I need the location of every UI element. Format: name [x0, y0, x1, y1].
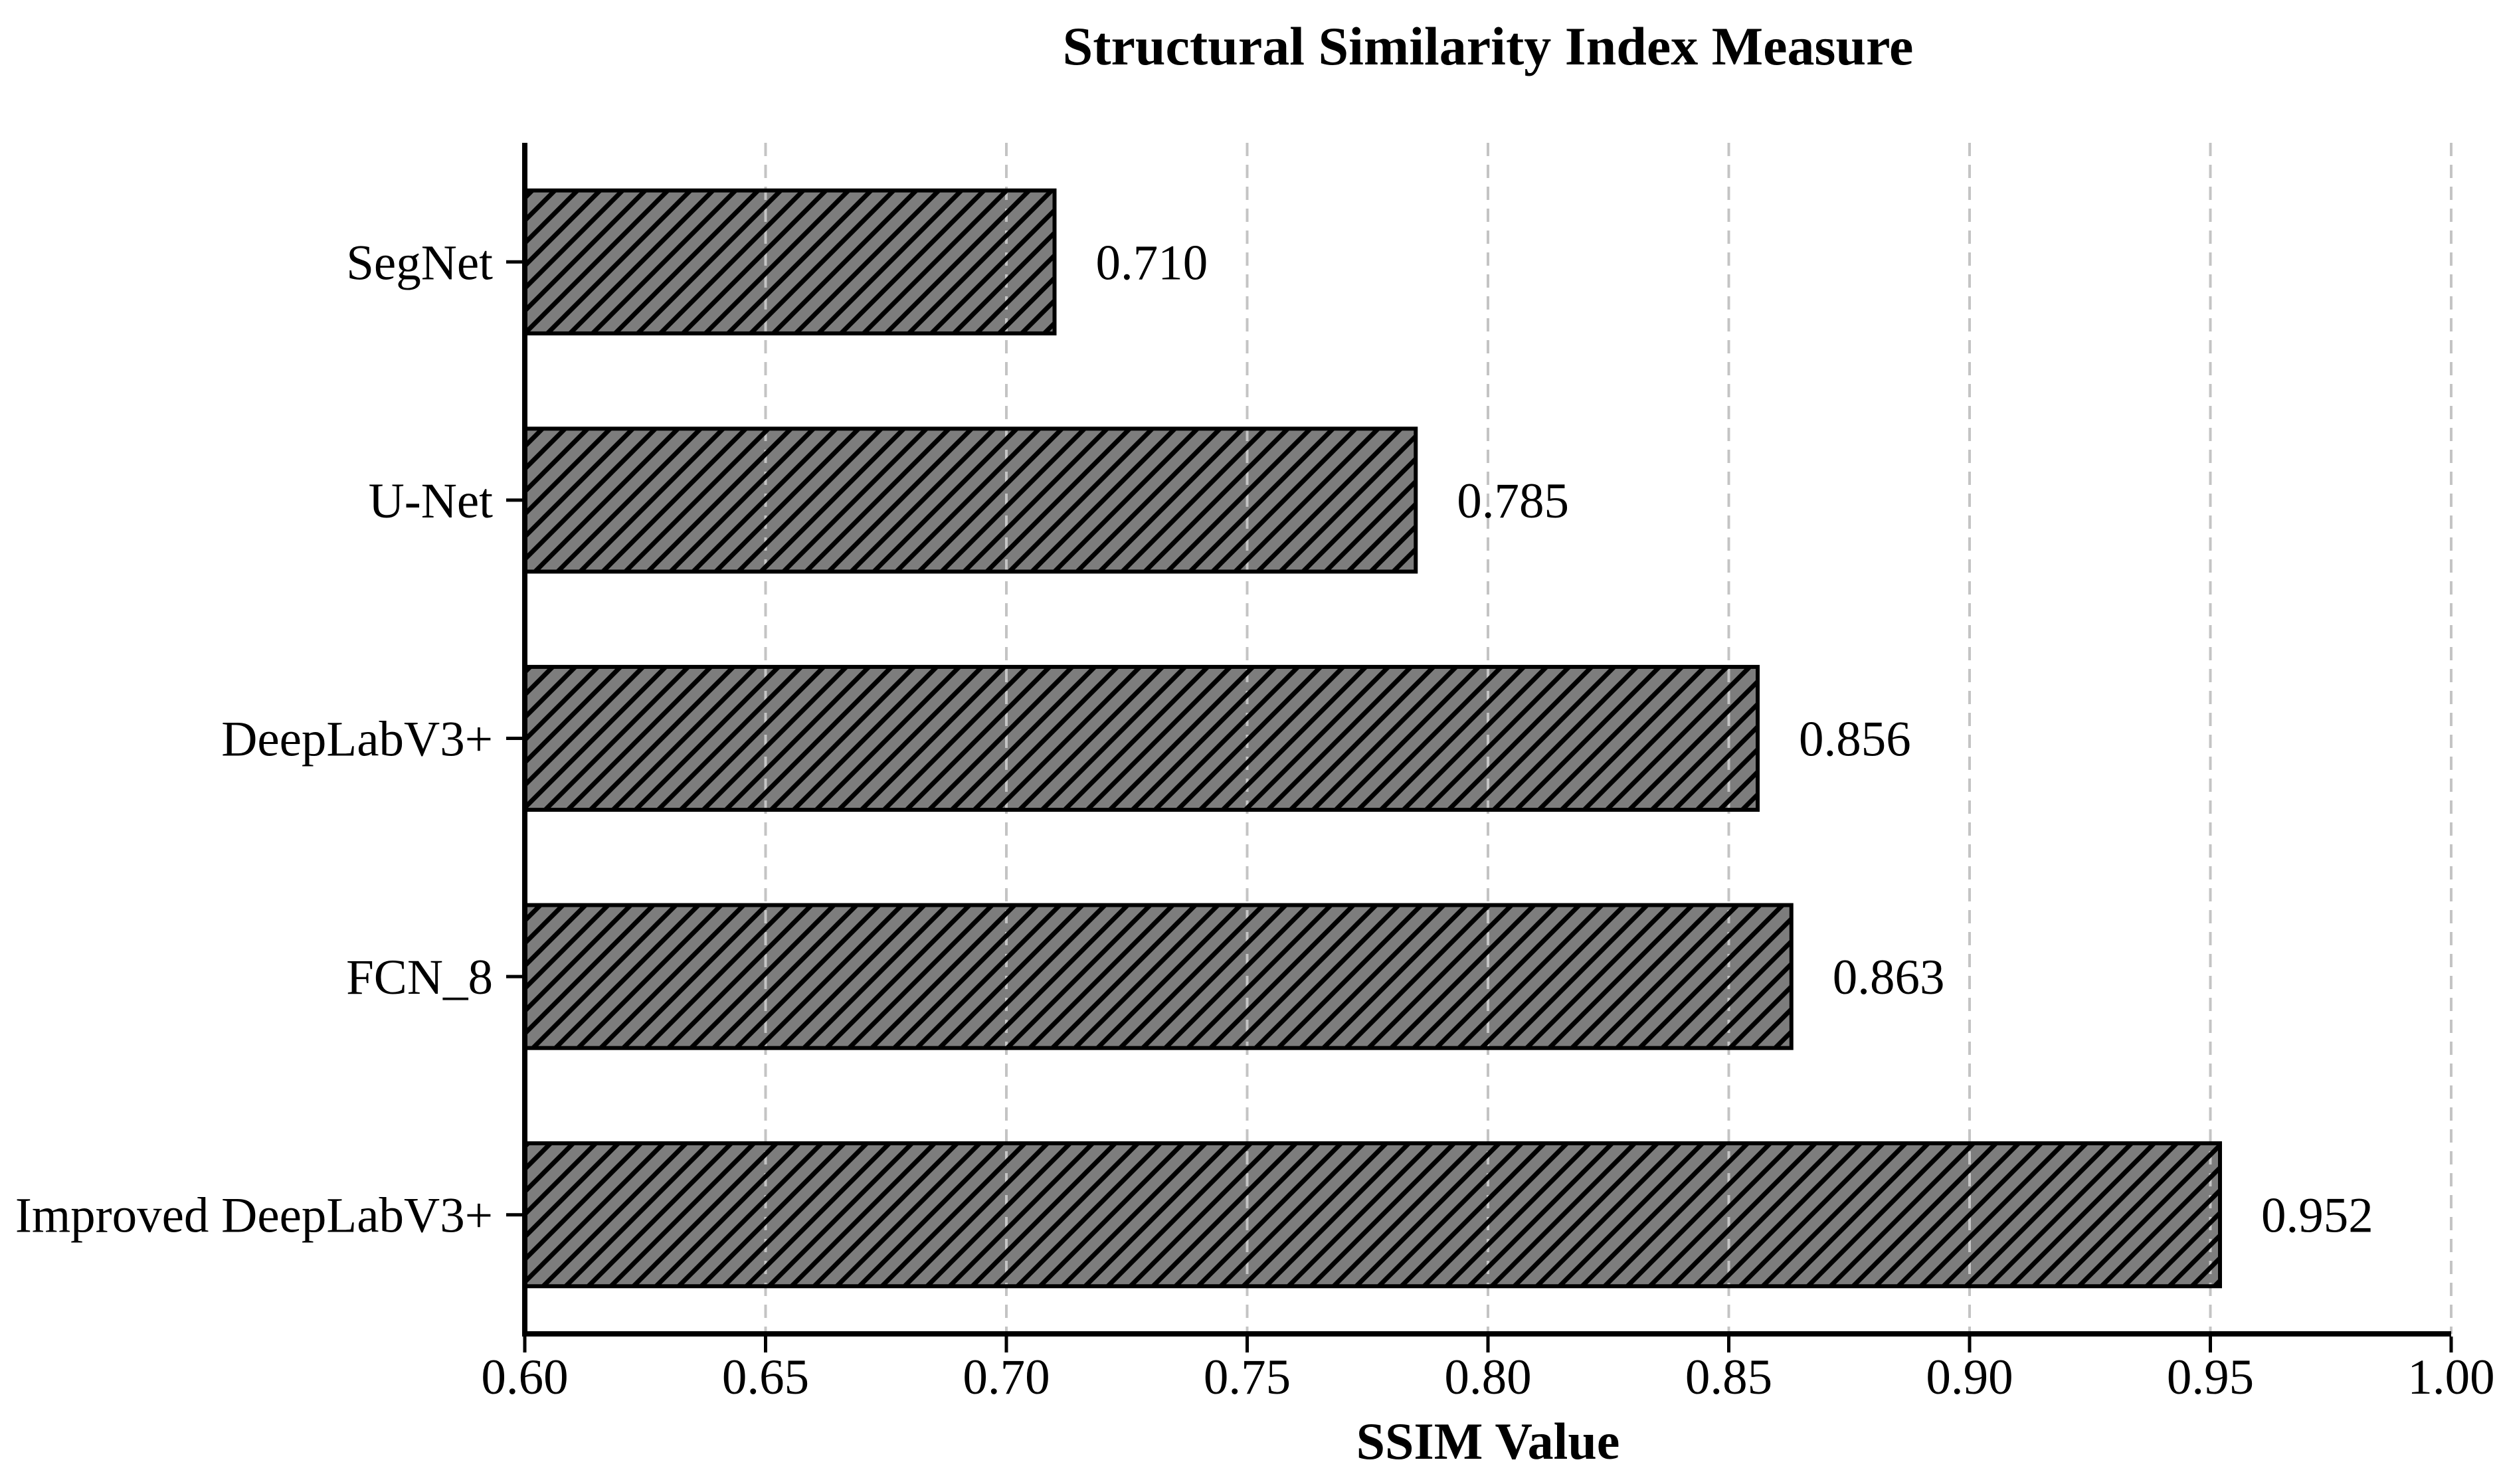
bar-value-label: 0.785 [1457, 474, 1569, 529]
bar-hatch [523, 664, 1760, 812]
bar-hatch [523, 1141, 2222, 1289]
y-category-label: DeepLabV3+ [221, 712, 493, 767]
x-tick-label: 0.95 [2167, 1350, 2254, 1405]
y-category-label: Improved DeepLabV3+ [15, 1188, 493, 1244]
x-tick-label: 0.60 [481, 1350, 568, 1405]
bar-hatch [523, 903, 1794, 1050]
bar-value-label: 0.856 [1799, 712, 1911, 767]
x-tick-label: 0.80 [1444, 1350, 1531, 1405]
x-tick-label: 0.85 [1685, 1350, 1772, 1405]
x-tick-label: 0.90 [1926, 1350, 2013, 1405]
bar-value-label: 0.952 [2261, 1188, 2373, 1244]
x-tick-label: 0.75 [1204, 1350, 1291, 1405]
bar-value-label: 0.863 [1833, 950, 1945, 1005]
x-tick-label: 0.65 [722, 1350, 809, 1405]
x-tick-label: 0.70 [963, 1350, 1050, 1405]
y-category-label: U-Net [369, 474, 494, 529]
labels-layer: 0.60 0.65 0.70 0.75 0.80 0.85 0.90 0.95 1.00 SegN… [15, 235, 2495, 1405]
bar-hatch [523, 188, 1057, 335]
y-category-label: FCN_8 [346, 950, 493, 1005]
y-category-label: SegNet [346, 235, 493, 290]
bar-value-label: 0.710 [1096, 235, 1208, 290]
x-tick-label: 1.00 [2407, 1350, 2494, 1405]
chart-title: Structural Similarity Index Measure [1063, 16, 1914, 76]
bars-hatch-layer [523, 188, 2222, 1289]
axes-layer [506, 143, 2453, 1352]
x-axis-label: SSIM Value [1356, 1412, 1620, 1470]
bar-hatch [523, 426, 1418, 574]
